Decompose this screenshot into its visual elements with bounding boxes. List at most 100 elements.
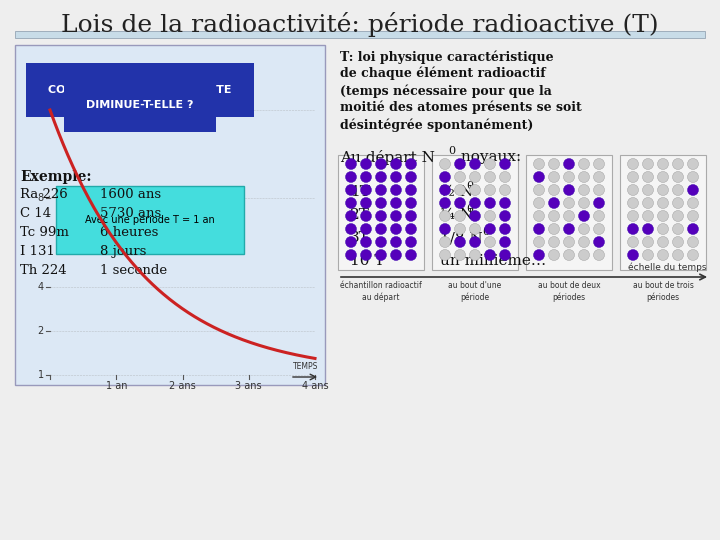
Circle shape bbox=[578, 198, 590, 208]
Circle shape bbox=[578, 224, 590, 234]
Circle shape bbox=[672, 185, 683, 195]
Circle shape bbox=[454, 159, 466, 170]
Circle shape bbox=[361, 224, 372, 234]
Circle shape bbox=[642, 172, 654, 183]
Circle shape bbox=[657, 198, 668, 208]
Circle shape bbox=[376, 211, 387, 221]
Circle shape bbox=[534, 159, 544, 170]
Circle shape bbox=[534, 249, 544, 260]
Circle shape bbox=[500, 224, 510, 234]
Circle shape bbox=[688, 237, 698, 247]
Text: Ra 226: Ra 226 bbox=[20, 188, 68, 201]
Text: COMMENT LA RADIOACTIVITE: COMMENT LA RADIOACTIVITE bbox=[48, 85, 232, 95]
Text: 0: 0 bbox=[466, 204, 473, 214]
Text: RADIOACTIVITE: RADIOACTIVITE bbox=[60, 73, 138, 82]
Circle shape bbox=[469, 211, 480, 221]
Circle shape bbox=[642, 159, 654, 170]
Text: 0: 0 bbox=[466, 181, 473, 191]
FancyBboxPatch shape bbox=[526, 155, 612, 270]
Circle shape bbox=[361, 249, 372, 260]
Circle shape bbox=[469, 185, 480, 195]
Circle shape bbox=[628, 185, 639, 195]
Circle shape bbox=[376, 224, 387, 234]
Text: désintégrée spontanément): désintégrée spontanément) bbox=[340, 118, 534, 132]
Circle shape bbox=[469, 159, 480, 170]
Circle shape bbox=[346, 211, 356, 221]
Circle shape bbox=[642, 224, 654, 234]
Circle shape bbox=[549, 249, 559, 260]
Circle shape bbox=[549, 237, 559, 247]
Text: 1 an: 1 an bbox=[106, 381, 127, 391]
Circle shape bbox=[390, 159, 402, 170]
Circle shape bbox=[593, 185, 605, 195]
Text: 1600 ans: 1600 ans bbox=[100, 188, 161, 201]
Text: 4: 4 bbox=[38, 282, 44, 292]
Circle shape bbox=[439, 172, 451, 183]
Circle shape bbox=[688, 211, 698, 221]
Circle shape bbox=[688, 172, 698, 183]
Text: 1 seconde: 1 seconde bbox=[100, 264, 167, 277]
Circle shape bbox=[642, 249, 654, 260]
FancyBboxPatch shape bbox=[15, 31, 705, 38]
Circle shape bbox=[672, 237, 683, 247]
Circle shape bbox=[439, 224, 451, 234]
Circle shape bbox=[469, 172, 480, 183]
Text: échelle du temps: échelle du temps bbox=[628, 262, 706, 272]
Circle shape bbox=[485, 172, 495, 183]
Circle shape bbox=[390, 224, 402, 234]
Circle shape bbox=[485, 198, 495, 208]
Circle shape bbox=[439, 185, 451, 195]
Circle shape bbox=[534, 172, 544, 183]
Text: 16: 16 bbox=[32, 105, 44, 115]
FancyBboxPatch shape bbox=[338, 155, 424, 270]
Circle shape bbox=[405, 198, 416, 208]
Circle shape bbox=[688, 198, 698, 208]
Circle shape bbox=[672, 249, 683, 260]
Circle shape bbox=[672, 159, 683, 170]
Circle shape bbox=[346, 249, 356, 260]
Circle shape bbox=[346, 237, 356, 247]
Circle shape bbox=[454, 249, 466, 260]
Text: Lois de la radioactivité: période radioactive (T): Lois de la radioactivité: période radioa… bbox=[61, 12, 659, 37]
Circle shape bbox=[454, 172, 466, 183]
Circle shape bbox=[593, 159, 605, 170]
Circle shape bbox=[346, 185, 356, 195]
Circle shape bbox=[642, 237, 654, 247]
Circle shape bbox=[564, 185, 575, 195]
Circle shape bbox=[469, 237, 480, 247]
Circle shape bbox=[361, 159, 372, 170]
Text: Exemple:: Exemple: bbox=[20, 170, 91, 184]
Circle shape bbox=[500, 172, 510, 183]
Circle shape bbox=[485, 185, 495, 195]
Circle shape bbox=[439, 211, 451, 221]
Circle shape bbox=[346, 172, 356, 183]
Circle shape bbox=[657, 185, 668, 195]
Text: 10 T: 10 T bbox=[350, 254, 384, 268]
Circle shape bbox=[578, 172, 590, 183]
Circle shape bbox=[485, 211, 495, 221]
Text: 6 heures: 6 heures bbox=[100, 226, 158, 239]
Text: TEMPS: TEMPS bbox=[292, 362, 318, 371]
Circle shape bbox=[454, 198, 466, 208]
Circle shape bbox=[361, 185, 372, 195]
Text: Avec une période T = 1 an: Avec une période T = 1 an bbox=[85, 215, 215, 225]
Circle shape bbox=[534, 198, 544, 208]
Circle shape bbox=[657, 159, 668, 170]
Circle shape bbox=[564, 172, 575, 183]
Circle shape bbox=[578, 249, 590, 260]
Circle shape bbox=[628, 237, 639, 247]
Circle shape bbox=[390, 172, 402, 183]
Circle shape bbox=[657, 172, 668, 183]
Circle shape bbox=[500, 249, 510, 260]
Circle shape bbox=[469, 249, 480, 260]
Circle shape bbox=[454, 224, 466, 234]
Circle shape bbox=[346, 224, 356, 234]
Circle shape bbox=[688, 159, 698, 170]
Circle shape bbox=[454, 185, 466, 195]
Circle shape bbox=[390, 249, 402, 260]
Circle shape bbox=[376, 185, 387, 195]
Circle shape bbox=[361, 211, 372, 221]
Circle shape bbox=[500, 237, 510, 247]
Circle shape bbox=[642, 211, 654, 221]
Circle shape bbox=[534, 224, 544, 234]
